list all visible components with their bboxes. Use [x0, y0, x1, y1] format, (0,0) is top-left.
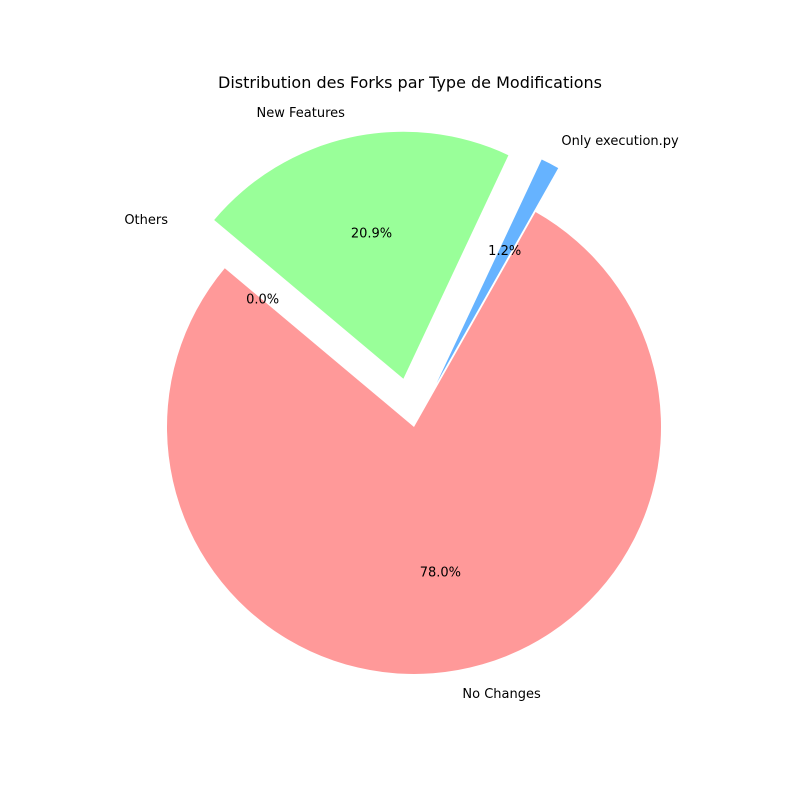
pie-labels: No Changes 78.0% Only execution.py 1.2% New …	[124, 106, 679, 702]
pie-slice-only-execution-py	[436, 159, 559, 384]
slice-label-others: Others	[124, 213, 168, 228]
pie-slice-new-features	[214, 131, 509, 379]
slice-label-new-features: New Features	[257, 106, 346, 121]
slice-pct-only-execution-py: 1.2%	[488, 244, 521, 259]
slice-label-only-execution-py: Only execution.py	[561, 134, 679, 149]
pie-slices	[167, 131, 662, 674]
slice-pct-others: 0.0%	[246, 292, 279, 307]
slice-pct-no-changes: 78.0%	[420, 565, 461, 580]
slice-pct-new-features: 20.9%	[351, 227, 392, 242]
pie-slice-no-changes	[167, 211, 662, 674]
chart-title: Distribution des Forks par Type de Modif…	[218, 73, 602, 92]
slice-label-no-changes: No Changes	[462, 687, 541, 702]
